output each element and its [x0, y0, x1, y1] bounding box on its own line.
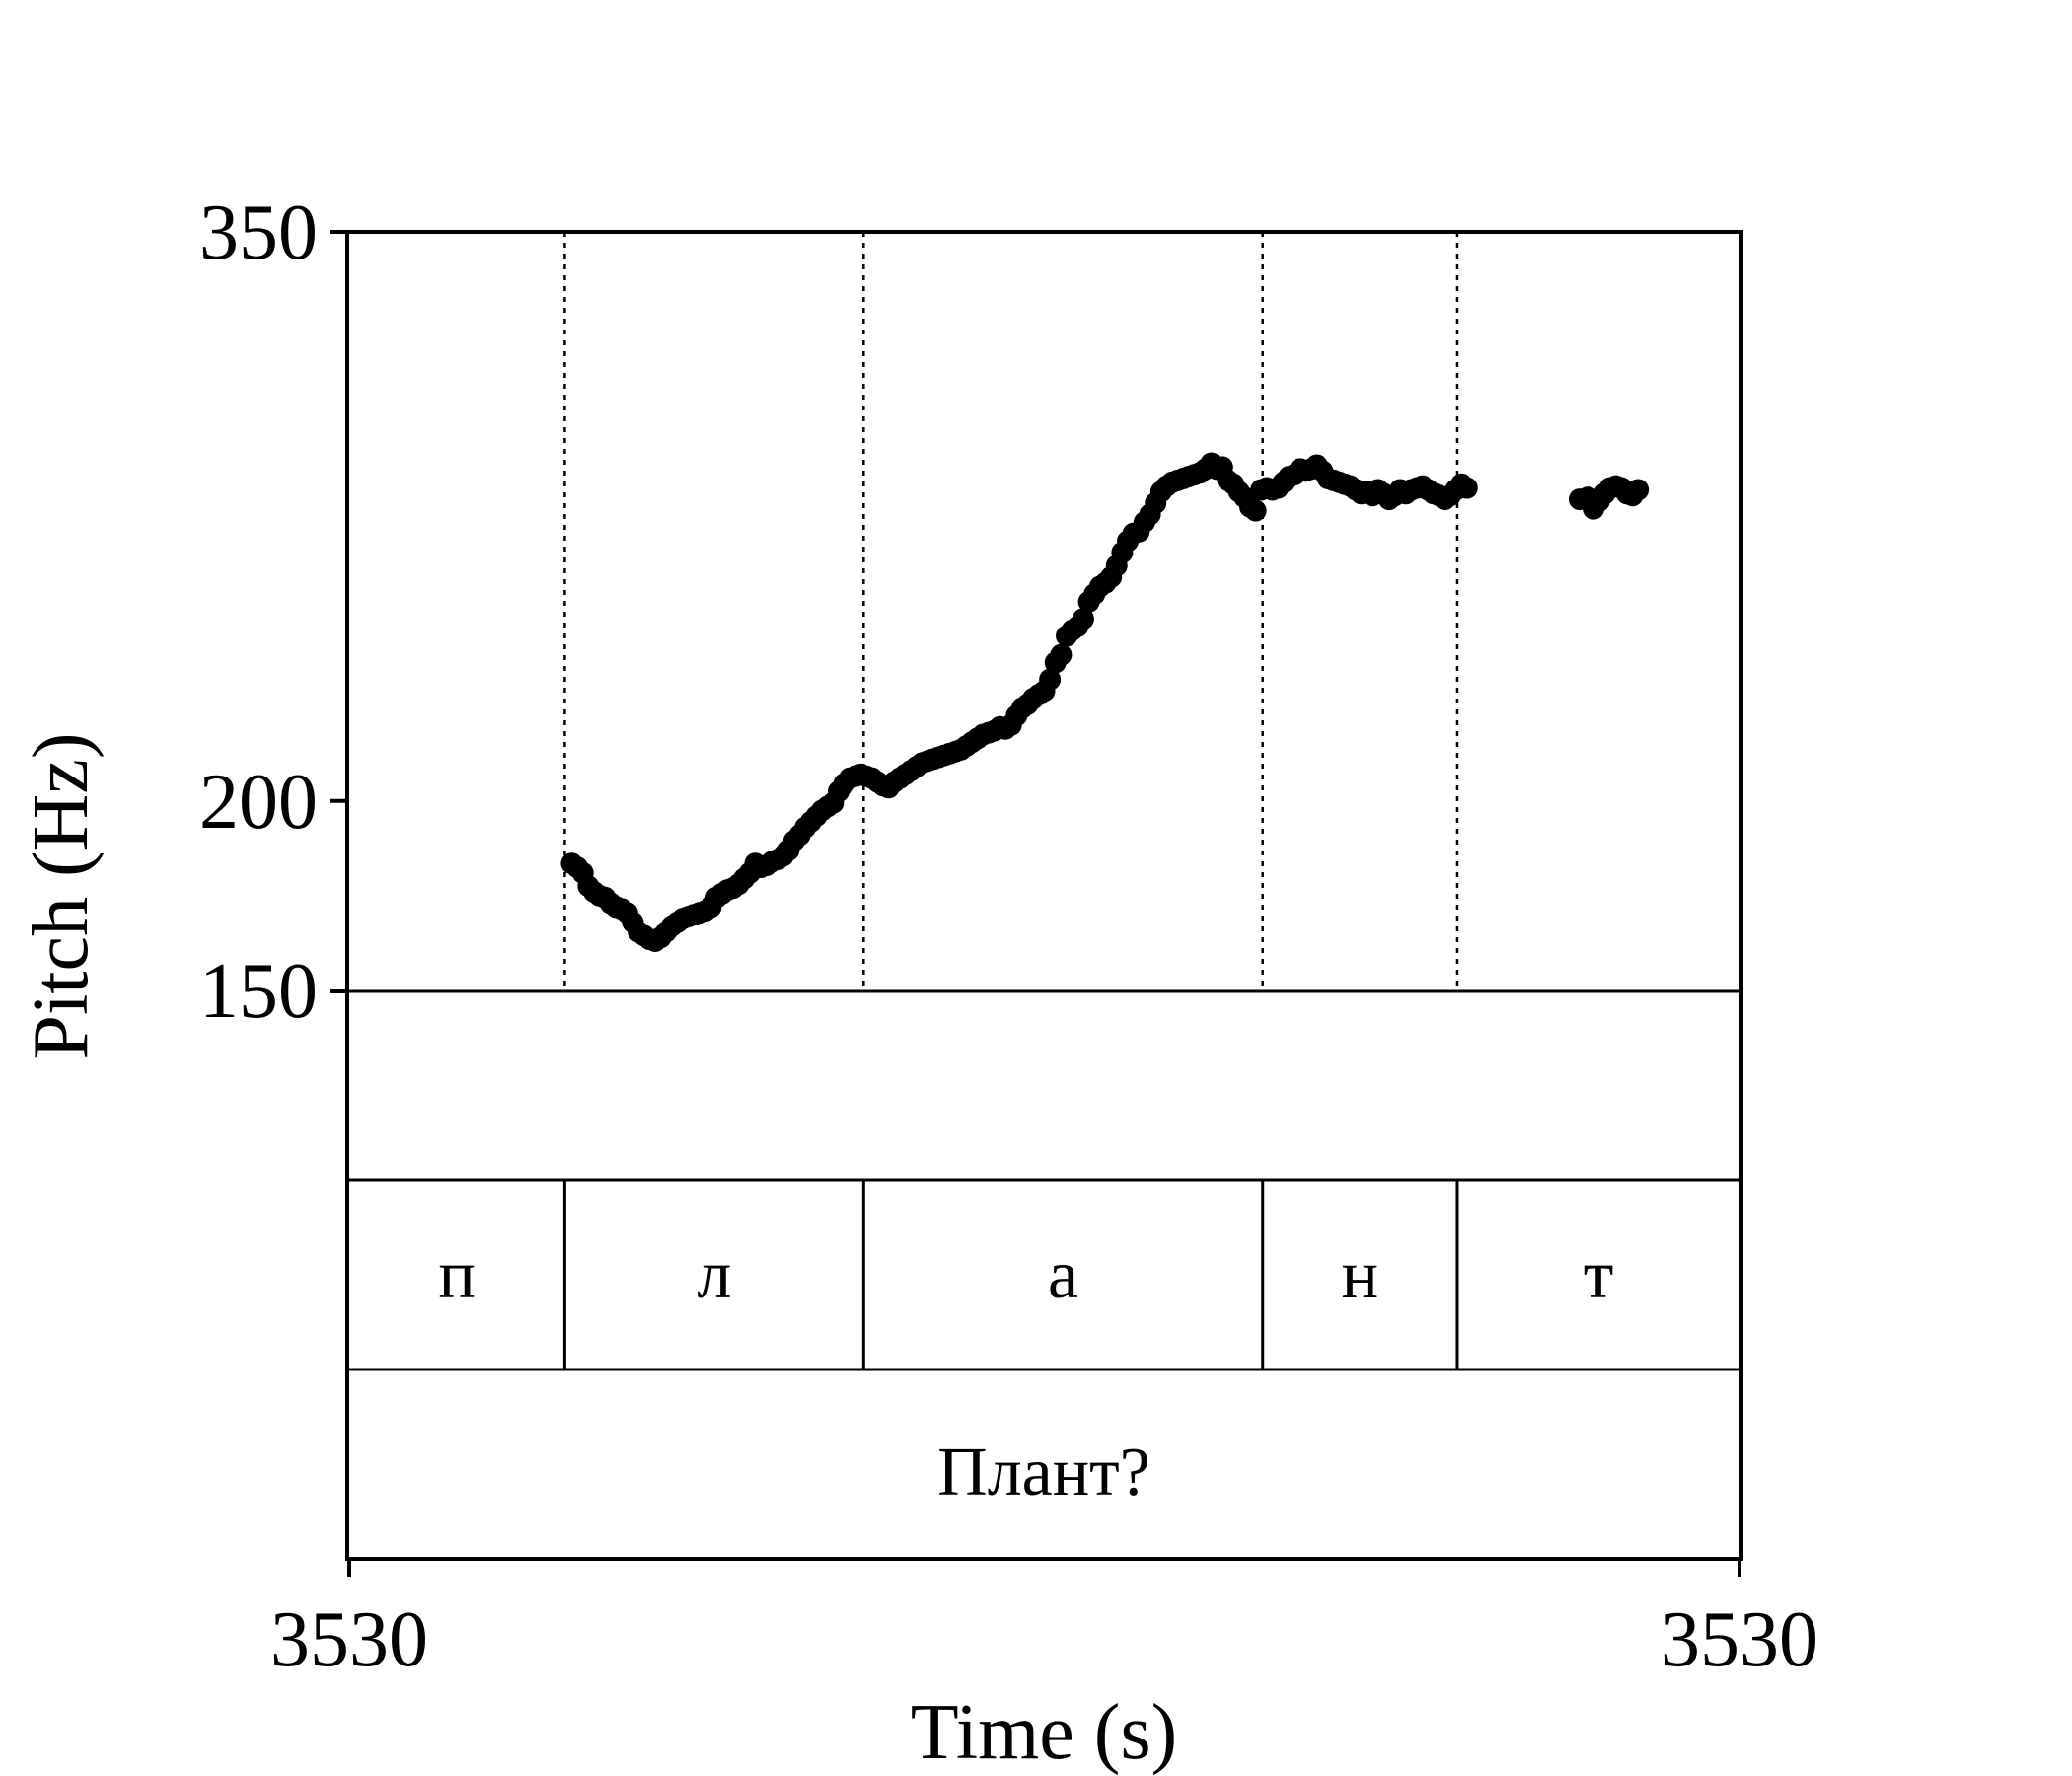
pitch-point-88 — [1050, 643, 1073, 666]
pitch-point-92 — [1072, 608, 1094, 630]
word-tier-label: Плант? — [937, 1435, 1150, 1511]
pitch-point-172 — [1627, 479, 1650, 501]
pitch-points — [560, 452, 1650, 953]
pitch-point-161 — [1455, 477, 1478, 499]
x-axis-title: Time (s) — [911, 1689, 1177, 1776]
segment-label-2: а — [1048, 1237, 1078, 1313]
y-tick-label-1: 200 — [199, 759, 318, 846]
segment-label-0: п — [438, 1237, 475, 1313]
y-tick-label-0: 150 — [199, 948, 318, 1035]
x-tick-label-end: 3530 — [1661, 1596, 1818, 1683]
segment-label-4: т — [1584, 1237, 1614, 1313]
segment-boundary-lines — [562, 232, 1459, 1369]
segment-label-3: н — [1342, 1237, 1378, 1313]
y-axis-title: Pitch (Hz) — [18, 732, 105, 1059]
y-tick-label-2: 350 — [199, 189, 318, 276]
pitch-point-123 — [1244, 499, 1267, 522]
segment-label-1: л — [697, 1237, 731, 1313]
x-tick-label-start: 3530 — [270, 1596, 428, 1683]
plot-frame — [345, 230, 1743, 1561]
y-axis: 150 200 350 — [199, 189, 347, 1035]
pitch-point-86 — [1039, 668, 1062, 691]
